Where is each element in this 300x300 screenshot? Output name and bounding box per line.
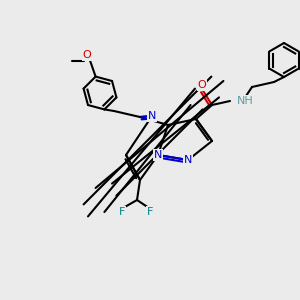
Text: F: F <box>119 207 125 217</box>
Text: N: N <box>148 111 156 121</box>
Text: O: O <box>198 80 206 90</box>
Text: O: O <box>83 50 92 60</box>
Text: NH: NH <box>237 96 254 106</box>
Text: F: F <box>147 207 153 217</box>
Text: N: N <box>184 155 192 165</box>
Text: N: N <box>154 150 162 160</box>
